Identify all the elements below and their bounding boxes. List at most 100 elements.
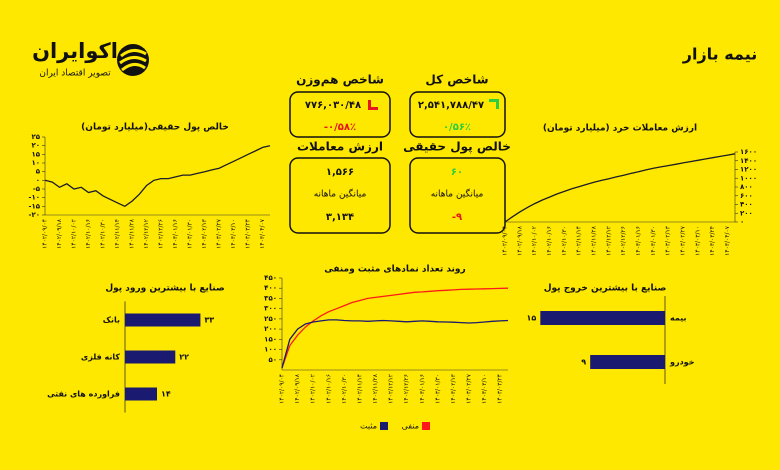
stat-title: ارزش معاملات [297, 140, 383, 154]
stat-box [409, 91, 506, 138]
stat-box [289, 91, 391, 138]
y-tick-label: ۴۰۰ [264, 284, 277, 292]
x-tick-label: ۱۴۰۲/۱۰/۱۶ [546, 226, 553, 256]
y-tick-label: ۲۰ [31, 142, 40, 150]
x-tick-label: ۱۴۰۳/۰۱/۱۶ [419, 374, 426, 404]
x-tick-label: ۱۴۰۲/۱۰/۱۶ [85, 219, 92, 249]
brand: اکوایران [32, 39, 118, 63]
y-tick-label: ۲۰۰ [264, 325, 277, 333]
value-label: ۳۳ [204, 316, 214, 325]
x-tick-label: ۱۴۰۳/۰۲/۱۳ [665, 225, 672, 256]
y-tick-label: ۵ [36, 168, 41, 176]
stat-title: خالص پول حقیقی [403, 140, 511, 155]
value-label: ۲۲ [179, 353, 189, 362]
x-tick-label: ۱۴۰۲/۱۲/۱۲ [605, 226, 612, 256]
stat-average: -۹ [452, 212, 462, 223]
x-tick-label: ۱۴۰۲/۱۰/۳۰ [100, 219, 107, 249]
x-tick-label: ۱۴۰۳/۰۴/۰۷ [259, 218, 266, 249]
y-tick-label: ۵۰ [268, 356, 277, 364]
x-tick-label: ۱۴۰۲/۱۰/۱۶ [325, 374, 332, 404]
x-tick-label: ۱۴۰۳/۰۲/۱۳ [450, 373, 457, 404]
y-tick-label: ۱۵ [31, 150, 40, 158]
x-tick-label: ۱۴۰۳/۰۳/۱۰ [230, 219, 237, 249]
page-title: نیمه بازار [682, 45, 757, 64]
stat-value: ۶۰ [451, 167, 463, 178]
x-tick-label: ۱۴۰۳/۰۴/۰۷ [724, 225, 731, 256]
x-tick-label: ۱۴۰۲/۰۹/۰۴ [279, 374, 286, 404]
y-tick-label: ۴۵۰ [264, 274, 277, 282]
y-tick-label: -۲۰ [29, 211, 40, 219]
legend-swatch [422, 422, 430, 430]
y-tick-label: ۱۰۰۰ [740, 174, 757, 182]
y-tick-label: ۳۵۰ [264, 294, 277, 302]
stat-title: شاخص هم‌وزن [296, 73, 384, 88]
x-tick-label: ۱۴۰۳/۰۱/۳۰ [650, 226, 657, 256]
x-tick-label: ۱۴۰۲/۱۱/۲۸ [129, 218, 136, 249]
x-tick-label: ۱۴۰۲/۱۰/۰۲ [531, 226, 538, 256]
stat-change: ۰/۵۶٪ [443, 122, 471, 133]
y-tick-label: ۱۶۰۰ [740, 148, 757, 156]
y-tick-label: ۱۲۰۰ [740, 166, 757, 174]
y-tick-label: ۲۰۰ [740, 209, 753, 217]
y-tick-label: ۶۰۰ [740, 192, 753, 200]
x-tick-label: ۱۴۰۳/۰۳/۱۰ [694, 226, 701, 256]
x-tick-label: ۱۴۰۳/۰۲/۲۷ [680, 225, 687, 256]
bar [125, 387, 157, 401]
value-label: ۱۴ [161, 390, 171, 399]
legend-label: منفی [402, 422, 419, 431]
up-icon [489, 99, 499, 109]
chart-title: ارزش معاملات خرد (میلیارد تومان) [543, 124, 697, 134]
category-label: بانک [103, 316, 120, 325]
x-tick-label: ۱۴۰۳/۰۳/۲۴ [709, 226, 716, 256]
x-tick-label: ۱۴۰۲/۰۹/۱۸ [516, 225, 523, 256]
y-tick-label: -۱۵ [29, 202, 41, 210]
x-tick-label: ۱۴۰۲/۱۰/۳۰ [561, 226, 568, 256]
tagline: تصویر اقتصاد ایران [39, 69, 111, 79]
x-tick-label: ۱۴۰۲/۰۹/۱۸ [56, 218, 63, 249]
stat-box [409, 157, 506, 234]
chart-title: صنایع با بیشترین ورود پول [105, 284, 224, 294]
value-label: ۱۵ [527, 314, 537, 323]
bar [125, 350, 176, 364]
chart-title: خالص پول حقیقی(میلیارد تومان) [81, 123, 229, 133]
line [281, 287, 509, 369]
legend-label: مثبت [360, 422, 377, 431]
x-tick-label: ۱۴۰۲/۱۰/۰۲ [71, 219, 78, 249]
logo [117, 44, 149, 76]
chart-title: صنایع با بیشترین خروج پول [544, 284, 667, 294]
x-tick-label: ۱۴۰۳/۰۱/۳۰ [187, 219, 194, 249]
x-tick-label: ۱۴۰۲/۰۹/۰۴ [42, 219, 49, 249]
category-label: فراورده های نفتی [47, 390, 120, 399]
y-tick-label: ۸۰۰ [740, 183, 753, 191]
down-icon [368, 100, 378, 110]
x-tick-label: ۱۴۰۳/۰۱/۱۶ [172, 219, 179, 249]
x-tick-label: ۱۴۰۲/۱۲/۱۲ [388, 374, 395, 404]
stat-title: شاخص کل [425, 73, 488, 87]
x-tick-label: ۱۴۰۲/۱۱/۲۸ [591, 225, 598, 256]
x-tick-label: ۱۴۰۲/۱۱/۱۴ [114, 219, 121, 249]
line [281, 319, 509, 369]
y-tick-label: -۱۰ [29, 194, 40, 202]
y-tick-label: -۵ [33, 185, 41, 193]
x-tick-label: ۱۴۰۲/۱۲/۲۶ [620, 226, 627, 256]
bar [590, 355, 665, 369]
y-tick-label: ۱۵۰ [264, 335, 277, 343]
line [504, 153, 736, 223]
category-label: کانه فلزی [81, 353, 120, 362]
bar [125, 313, 201, 327]
x-tick-label: ۱۴۰۲/۱۲/۲۶ [403, 374, 410, 404]
y-tick-label: ۱۰ [31, 159, 40, 167]
x-tick-label: ۱۴۰۲/۱۱/۲۸ [372, 373, 379, 404]
chart-title: روند تعداد نمادهای مثبت ومنفی [324, 265, 465, 275]
stat-label: میانگین ماهانه [314, 188, 367, 200]
y-tick-label: ۲۵۰ [264, 315, 277, 323]
category-label: خودرو [669, 358, 695, 367]
y-tick-label: ۰ [36, 176, 40, 184]
x-tick-label: ۱۴۰۲/۱۲/۱۲ [143, 219, 150, 249]
y-tick-label: ۲۵ [31, 133, 40, 141]
bar [540, 311, 665, 325]
category-label: بیمه [670, 314, 686, 323]
value-label: ۹ [581, 358, 586, 367]
x-tick-label: ۱۴۰۲/۱۱/۱۴ [576, 226, 583, 256]
